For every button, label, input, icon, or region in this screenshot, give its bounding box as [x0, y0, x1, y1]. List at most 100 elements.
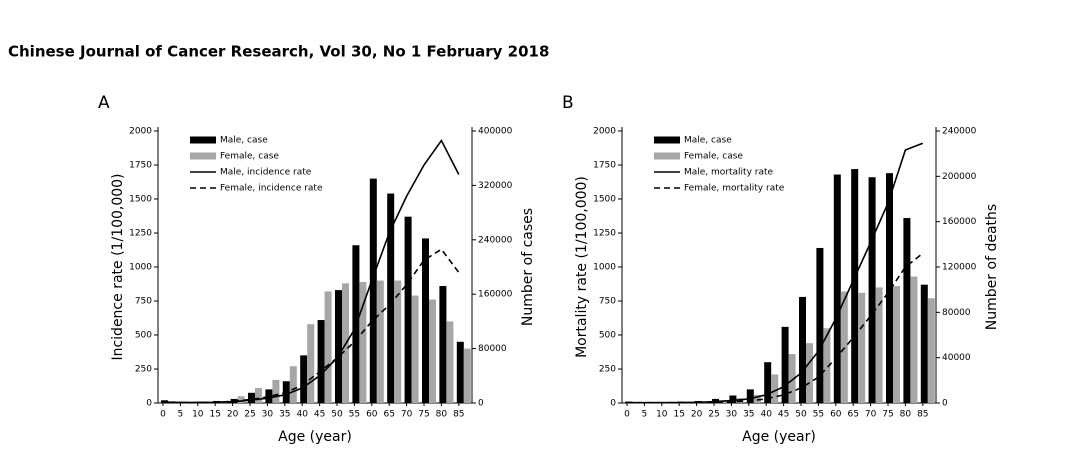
y2-tick-label: 40000 [942, 353, 971, 363]
bar [729, 395, 737, 403]
legend-label: Female, mortality rate [684, 184, 785, 194]
x-tick-label: 75 [418, 410, 429, 420]
bar [903, 218, 911, 403]
bar [920, 284, 928, 403]
bar [823, 328, 831, 403]
y2-tick-label: 320000 [478, 181, 513, 191]
x-tick-label: 40 [760, 410, 772, 420]
x-tick-label: 55 [349, 410, 360, 420]
legend-swatch [654, 152, 680, 160]
legend-label: Male, incidence rate [220, 168, 312, 178]
line-series [162, 248, 460, 404]
y-tick-label: 1500 [129, 195, 152, 205]
y-tick-label: 1750 [129, 161, 152, 171]
legend-label: Male, case [220, 136, 268, 146]
bar [369, 178, 377, 403]
bar [429, 299, 436, 403]
x-tick-label: 60 [830, 410, 842, 420]
x-tick-label: 35 [743, 410, 754, 420]
x-tick-label: 10 [656, 410, 668, 420]
bar [886, 173, 893, 403]
y-tick-label: 2000 [129, 127, 152, 137]
x-tick-label: 0 [624, 410, 630, 420]
bar [806, 343, 813, 403]
bar [893, 286, 900, 403]
bar [910, 276, 918, 403]
x-tick-label: 10 [192, 410, 204, 420]
bar [255, 388, 262, 403]
x-tick-label: 65 [847, 410, 858, 420]
x-tick-label: 0 [160, 410, 166, 420]
bar [335, 290, 342, 403]
bar [771, 374, 779, 403]
bar [324, 291, 332, 403]
legend-label: Female, case [220, 152, 279, 162]
x-tick-label: 15 [209, 410, 220, 420]
legend-label: Female, incidence rate [220, 184, 323, 194]
legend-label: Female, case [684, 152, 743, 162]
y-tick-label: 0 [146, 399, 152, 409]
bar [858, 292, 866, 403]
x-tick-label: 25 [708, 410, 719, 420]
y-tick-label: 1000 [593, 263, 616, 273]
bar [463, 348, 471, 403]
legend-label: Male, mortality rate [684, 168, 774, 178]
bar [446, 321, 454, 403]
x-tick-label: 60 [366, 410, 378, 420]
x-tick-label: 75 [882, 410, 893, 420]
bar [248, 392, 255, 403]
x-tick-label: 40 [296, 410, 308, 420]
bar [799, 296, 806, 403]
x-axis-title: Age (year) [742, 429, 816, 445]
bar [272, 379, 280, 403]
x-tick-label: 45 [778, 410, 789, 420]
legend-label: Male, case [684, 136, 732, 146]
x-tick-label: 5 [178, 410, 184, 420]
x-tick-label: 25 [244, 410, 255, 420]
legend-swatch [190, 152, 216, 160]
y-tick-label: 1250 [129, 229, 152, 239]
y2-tick-label: 240000 [478, 235, 513, 245]
x-tick-label: 45 [314, 410, 325, 420]
y-tick-label: 0 [610, 399, 616, 409]
panel-label: A [98, 93, 110, 113]
x-tick-label: 80 [900, 410, 912, 420]
line-series [162, 138, 460, 404]
x-tick-label: 80 [436, 410, 448, 420]
bar [317, 320, 325, 403]
bar [289, 366, 297, 403]
bar [387, 193, 395, 403]
bar [439, 286, 447, 403]
bar [376, 280, 384, 403]
bar [456, 341, 464, 403]
y2-tick-label: 0 [942, 399, 948, 409]
bar [359, 281, 367, 403]
bar [736, 398, 744, 403]
y2-tick-label: 200000 [942, 172, 977, 182]
bar [411, 295, 419, 403]
x-tick-label: 50 [331, 410, 343, 420]
bar [833, 174, 841, 403]
line-series [627, 252, 924, 404]
y2-axis-title: Number of deaths [984, 204, 1000, 330]
x-tick-label: 85 [917, 410, 928, 420]
y-tick-label: 250 [135, 365, 152, 375]
x-tick-label: 50 [795, 410, 807, 420]
y-tick-label: 1750 [593, 161, 616, 171]
y2-tick-label: 120000 [942, 263, 977, 273]
bar [237, 396, 245, 403]
x-tick-label: 15 [673, 410, 684, 420]
y2-axis-title: Number of cases [520, 208, 536, 326]
x-tick-label: 5 [642, 410, 648, 420]
journal-header: Chinese Journal of Cancer Research, Vol … [8, 43, 549, 61]
y2-tick-label: 0 [478, 399, 484, 409]
y-tick-label: 500 [135, 331, 152, 341]
y-tick-label: 500 [599, 331, 616, 341]
y-tick-label: 1000 [129, 263, 152, 273]
x-tick-label: 55 [813, 410, 824, 420]
bar [307, 324, 315, 403]
x-tick-label: 30 [726, 410, 738, 420]
bar [764, 362, 772, 403]
bar [422, 238, 429, 403]
